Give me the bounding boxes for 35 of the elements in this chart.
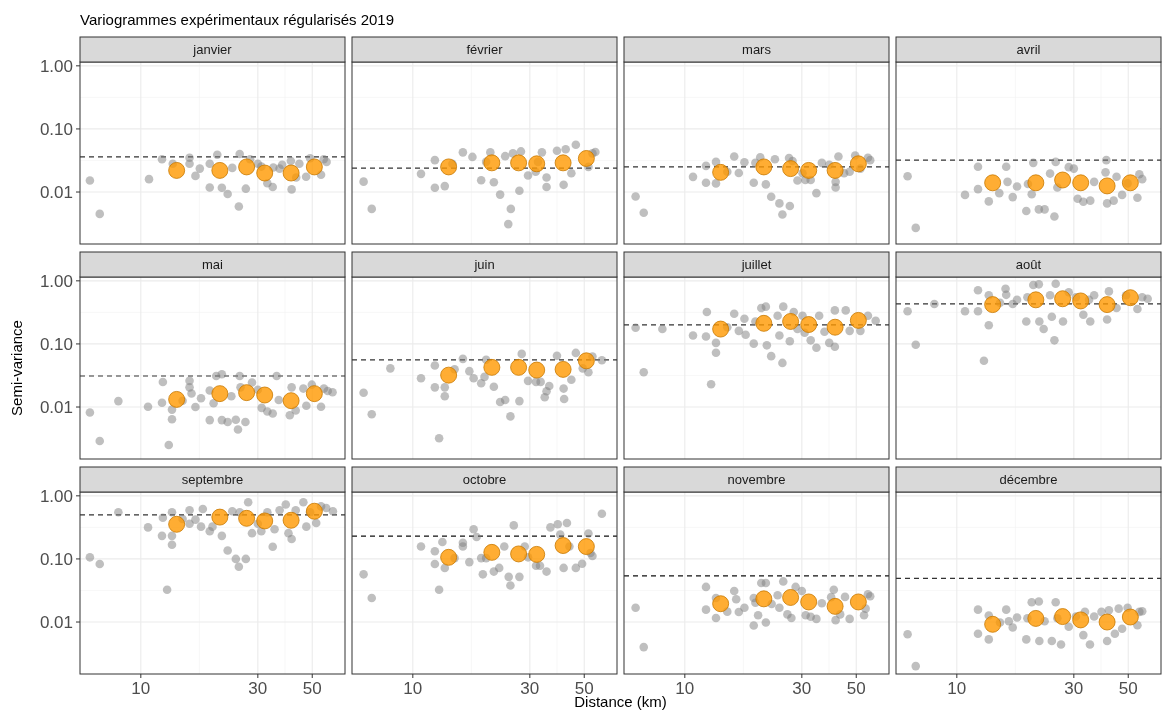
y-tick-label: 0.01 [39, 182, 73, 202]
x-tick-label: 30 [1064, 679, 1084, 698]
x-tick-label: 10 [947, 679, 967, 698]
y-tick-label: 1.00 [39, 271, 73, 291]
x-tick-label: 50 [1118, 679, 1138, 698]
chart-title: juin [473, 257, 495, 273]
y-tick-label: 0.01 [39, 612, 73, 632]
chart-title: septembre [181, 472, 244, 488]
chart-title: décembre [999, 472, 1058, 488]
y-tick-label: 0.01 [39, 397, 73, 417]
x-tick-label: 30 [792, 679, 812, 698]
x-axis-title: Distance (km) [574, 693, 667, 710]
text: Variogrammes expérimentaux régularisés 2019 [80, 11, 395, 28]
x-tick-label: 50 [846, 679, 866, 698]
y-tick-label: 0.10 [39, 549, 73, 569]
x-tick-label: 10 [675, 679, 695, 698]
chart-title: mai [202, 257, 224, 273]
y-tick-label: 0.10 [39, 119, 73, 139]
x-tick-label: 50 [302, 679, 322, 698]
chart-title: juillet [740, 257, 772, 273]
x-tick-label: 30 [248, 679, 268, 698]
x-tick-label: 10 [403, 679, 423, 698]
x-tick-label: 30 [520, 679, 540, 698]
chart-title: avril [1016, 42, 1041, 58]
chart-title: mars [742, 42, 772, 58]
chart-title: août [1015, 257, 1042, 273]
y-tick-label: 0.10 [39, 334, 73, 354]
y-axis-title: Semi-variance [8, 320, 25, 416]
chart-title: février [466, 42, 504, 58]
chart-title: octobre [462, 472, 507, 488]
y-tick-label: 1.00 [39, 486, 73, 506]
chart-title: janvier [192, 42, 233, 58]
x-tick-label: 10 [131, 679, 151, 698]
y-tick-label: 1.00 [39, 56, 73, 76]
chart-title: novembre [727, 472, 786, 488]
